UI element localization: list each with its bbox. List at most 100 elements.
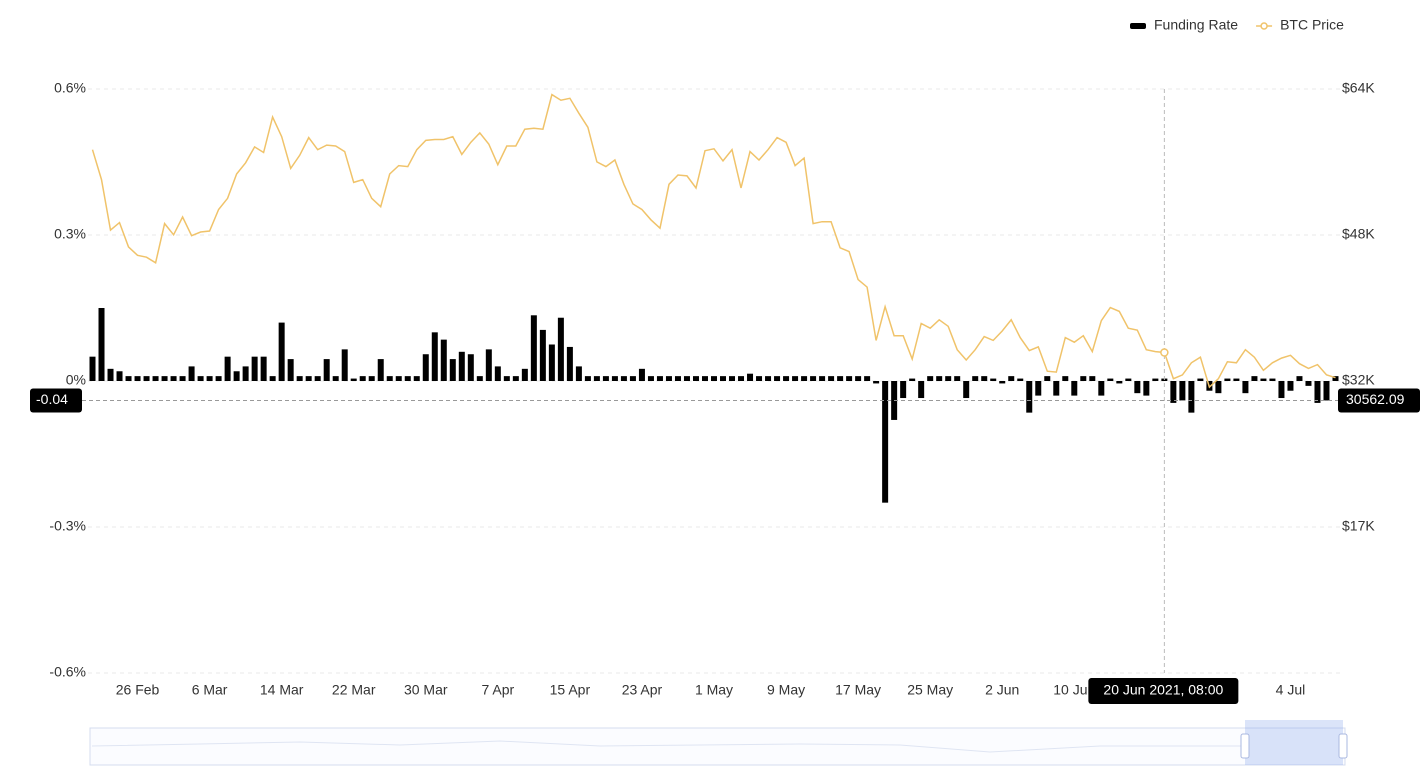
bar <box>206 376 213 381</box>
y2-tick-label: $17K <box>1342 518 1375 534</box>
bar <box>792 376 799 381</box>
bar <box>611 376 618 381</box>
legend-item[interactable]: BTC Price <box>1256 17 1344 33</box>
bar <box>1233 378 1240 381</box>
bar <box>305 376 312 381</box>
bar <box>1152 378 1159 381</box>
y-pointer-label: -0.04 <box>36 391 68 407</box>
bar <box>170 376 177 381</box>
bar <box>269 376 276 381</box>
bar <box>819 376 826 381</box>
bar <box>1323 381 1330 401</box>
bar <box>278 322 285 381</box>
bar <box>918 381 925 399</box>
bar <box>314 376 321 381</box>
legend-label: Funding Rate <box>1154 17 1238 33</box>
bar <box>1026 381 1033 413</box>
bar <box>683 376 690 381</box>
bar <box>404 376 411 381</box>
bar <box>395 376 402 381</box>
x-pointer-label: 20 Jun 2021, 08:00 <box>1103 682 1223 698</box>
bar <box>1062 376 1069 381</box>
bar <box>810 376 817 381</box>
zoom-window[interactable] <box>1245 720 1343 765</box>
bar <box>530 315 537 381</box>
bar <box>1017 378 1024 381</box>
bar <box>494 366 501 381</box>
bar <box>1071 381 1078 396</box>
bar <box>1260 378 1267 381</box>
x-tick-label: 2 Jun <box>985 682 1019 698</box>
bar <box>197 376 204 381</box>
bar <box>458 351 465 381</box>
bar <box>1179 381 1186 401</box>
bar <box>548 344 555 381</box>
x-tick-label: 25 May <box>907 682 953 698</box>
bar <box>332 376 339 381</box>
bar <box>729 376 736 381</box>
bar <box>296 376 303 381</box>
bar <box>161 376 168 381</box>
data-zoom[interactable] <box>89 720 1348 766</box>
bar <box>1143 381 1150 396</box>
bar <box>999 381 1006 384</box>
bar <box>765 376 772 381</box>
x-tick-label: 15 Apr <box>550 682 591 698</box>
bar <box>467 354 474 381</box>
bar <box>936 376 943 381</box>
bar <box>386 376 393 381</box>
y-tick-label: -0.6% <box>49 664 86 680</box>
bar <box>1080 376 1087 381</box>
x-tick-label: 1 May <box>695 682 733 698</box>
bar <box>359 376 366 381</box>
bar <box>179 376 186 381</box>
bar <box>990 378 997 381</box>
bar <box>1116 381 1123 384</box>
bar <box>1107 378 1114 381</box>
bar <box>1269 378 1276 381</box>
bar <box>152 376 159 381</box>
y-tick-label: 0.6% <box>54 80 86 96</box>
bar <box>692 376 699 381</box>
bar <box>602 376 609 381</box>
bar <box>188 366 195 381</box>
x-tick-label: 17 May <box>835 682 881 698</box>
bar <box>422 354 429 381</box>
bar <box>323 359 330 381</box>
bar <box>629 376 636 381</box>
x-tick-label: 23 Apr <box>622 682 663 698</box>
bar <box>413 376 420 381</box>
hover-point <box>1160 348 1169 357</box>
bar <box>1170 381 1177 403</box>
zoom-handle[interactable] <box>1240 733 1250 759</box>
x-tick-label: 10 Jun <box>1053 682 1095 698</box>
bar <box>485 349 492 381</box>
bar <box>1242 381 1249 394</box>
bar <box>620 376 627 381</box>
zoom-handle[interactable] <box>1338 733 1348 759</box>
bar <box>873 381 880 384</box>
y-tick-label: -0.3% <box>49 518 86 534</box>
bar <box>1278 381 1285 399</box>
bar <box>1332 376 1339 381</box>
x-tick-label: 30 Mar <box>404 682 448 698</box>
legend-item[interactable]: Funding Rate <box>1130 17 1238 33</box>
bar <box>251 356 258 381</box>
bar <box>1287 381 1294 391</box>
x-tick-label: 9 May <box>767 682 805 698</box>
bar <box>954 376 961 381</box>
y-tick-label: 0% <box>66 372 86 388</box>
bar <box>1098 381 1105 396</box>
bar <box>1035 381 1042 396</box>
bar <box>837 376 844 381</box>
bar <box>125 376 132 381</box>
bar <box>1188 381 1195 413</box>
bar <box>1125 378 1132 381</box>
bar <box>756 376 763 381</box>
x-tick-label: 6 Mar <box>192 682 228 698</box>
bar <box>846 376 853 381</box>
x-pointer-box <box>1088 678 1239 704</box>
y-pointer-box <box>30 388 82 413</box>
bar <box>224 356 231 381</box>
x-tick-label: 7 Apr <box>481 682 514 698</box>
